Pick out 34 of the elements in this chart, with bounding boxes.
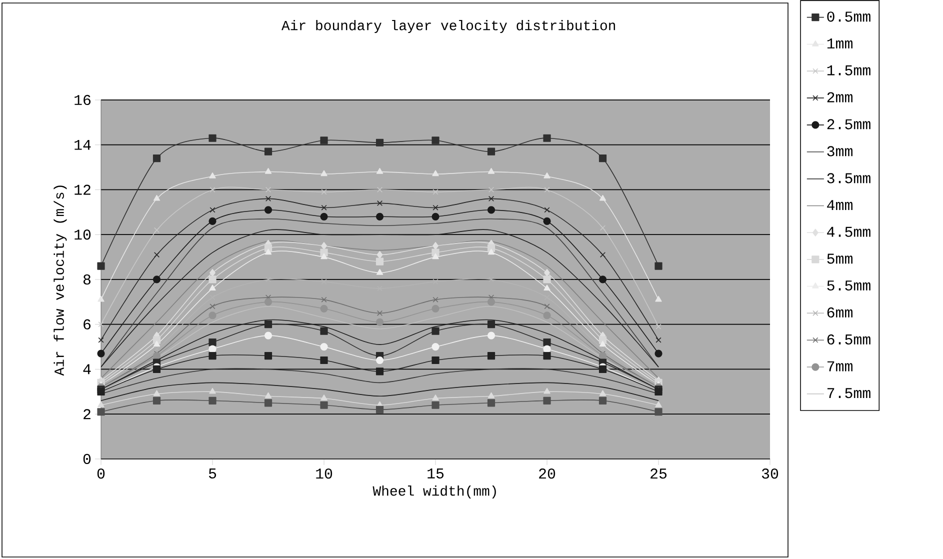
legend-label: 7mm — [827, 361, 852, 372]
x-axis-title: Wheel width(mm) — [372, 485, 496, 498]
legend-label: 1.5mm — [827, 65, 870, 76]
legend-label: 1mm — [827, 38, 852, 48]
x-tick-label: 10 — [316, 468, 332, 479]
y-tick-label: 10 — [74, 230, 91, 240]
y-axis-title: Air flow velocity (m/s) — [54, 186, 67, 376]
y-tick-label: 6 — [84, 319, 91, 330]
y-tick-label: 2 — [84, 409, 90, 420]
x-tick-label: 20 — [539, 468, 556, 479]
x-tick-label: 25 — [650, 468, 667, 479]
legend-label: 3.5mm — [827, 173, 870, 184]
legend-label: 6mm — [827, 307, 852, 318]
legend-label: 4.5mm — [827, 226, 870, 237]
y-tick-label: 12 — [74, 184, 90, 195]
legend-label: 0.5mm — [827, 12, 870, 22]
y-tick-label: 0 — [83, 454, 91, 464]
x-tick-label: 15 — [428, 468, 444, 478]
legend-label: 6.5mm — [827, 334, 870, 345]
y-tick-label: 4 — [83, 364, 91, 374]
y-tick-label: 16 — [74, 94, 91, 106]
legend-label: 4mm — [827, 200, 852, 210]
legend-label: 5mm — [827, 254, 852, 264]
legend-label: 2.5mm — [827, 119, 870, 130]
x-tick-label: 5 — [208, 468, 216, 478]
legend-label: 3mm — [827, 146, 852, 156]
x-tick-label: 0 — [97, 468, 105, 479]
x-tick-label: 30 — [762, 468, 778, 479]
legend-label: 7.5mm — [827, 388, 870, 398]
legend-label: 2mm — [827, 92, 852, 102]
legend-label: 5.5mm — [827, 280, 870, 291]
y-tick-label: 14 — [74, 140, 91, 150]
y-tick-label: 8 — [83, 274, 91, 285]
chart-title: Air boundary layer velocity distribution — [281, 20, 616, 34]
